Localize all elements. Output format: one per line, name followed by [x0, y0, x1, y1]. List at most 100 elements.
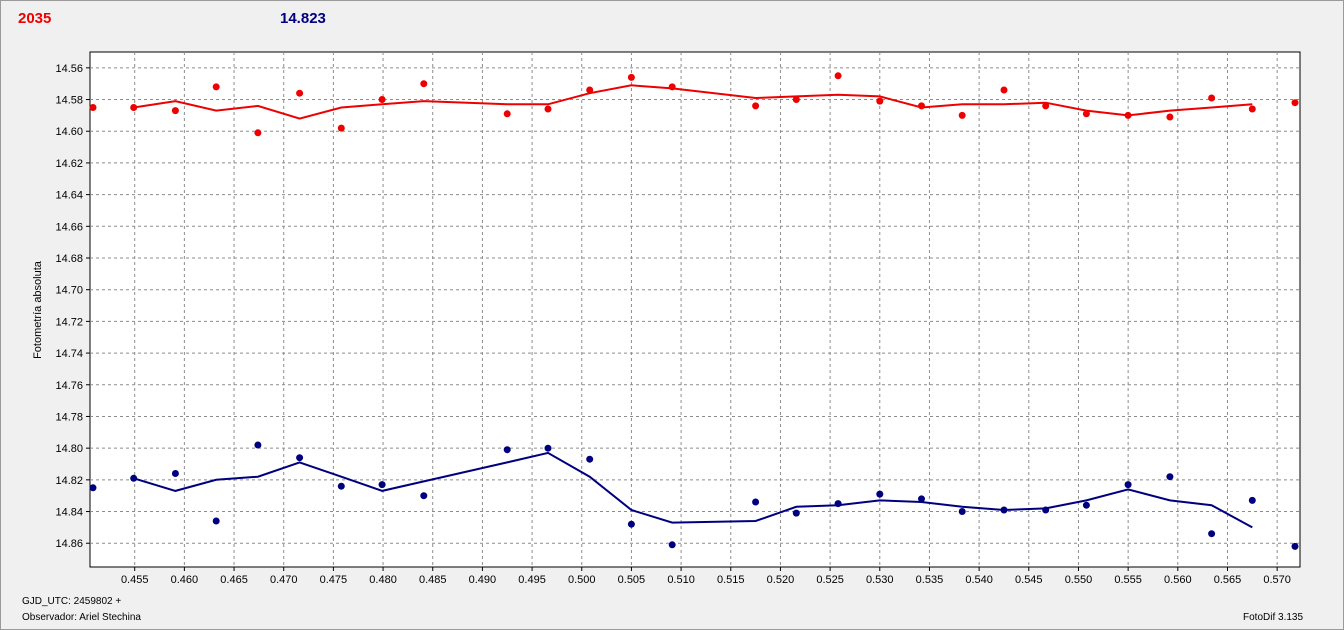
series-1-point: [918, 102, 925, 110]
x-tick-label: 0.510: [667, 574, 695, 586]
series-2-point: [1124, 481, 1132, 489]
series-1-point: [876, 97, 884, 105]
y-tick-label: 14.78: [55, 411, 83, 423]
x-tick-label: 0.565: [1214, 574, 1242, 586]
y-axis-ticks: 14.56 14.58 14.60 14.62 14.64 14.66 14.68 14.70…: [55, 63, 90, 550]
gjd-footer: GJD_UTC: 2459802 +: [22, 596, 122, 607]
x-tick-label: 0.485: [419, 574, 447, 586]
x-tick-label: 0.555: [1114, 574, 1142, 586]
series-2-point: [544, 444, 552, 452]
y-tick-label: 14.68: [55, 253, 83, 265]
series-1-point: [958, 111, 966, 119]
series-1-point: [1166, 113, 1174, 121]
x-tick-label: 0.490: [469, 574, 497, 586]
y-tick-label: 14.60: [55, 126, 83, 138]
series-2-point: [254, 441, 262, 449]
y-tick-label: 14.70: [55, 285, 83, 297]
x-tick-label: 0.560: [1164, 574, 1192, 586]
series-1-point: [834, 72, 842, 80]
y-tick-label: 14.66: [55, 221, 83, 233]
y-tick-label: 14.72: [55, 316, 83, 328]
y-tick-label: 14.84: [55, 507, 83, 519]
series-1-point: [1291, 99, 1299, 107]
series-1-point: [792, 96, 800, 103]
series-1-point: [752, 102, 760, 110]
series-2-point: [752, 498, 760, 506]
x-axis-ticks: 0.455 0.460 0.465 0.470 0.475 0.480 0.485 0.490…: [121, 567, 1291, 586]
series-1-point: [503, 110, 511, 118]
series-1-point: [254, 129, 262, 137]
series-2-point: [296, 454, 304, 462]
x-tick-label: 0.530: [866, 574, 894, 586]
series-2-point: [1248, 496, 1256, 504]
y-tick-label: 14.56: [55, 63, 83, 75]
y-tick-label: 14.74: [55, 348, 83, 360]
x-tick-label: 0.455: [121, 574, 149, 586]
version-footer: FotoDif 3.135: [1243, 612, 1304, 623]
y-tick-label: 14.80: [55, 443, 83, 455]
series-2-point: [958, 508, 966, 515]
series-2-point: [1000, 506, 1008, 514]
series-2-point: [1042, 506, 1050, 514]
x-tick-label: 0.525: [816, 574, 844, 586]
series-2-point: [89, 484, 97, 492]
x-tick-label: 0.460: [171, 574, 199, 586]
x-tick-label: 0.505: [618, 574, 646, 586]
y-tick-label: 14.58: [55, 95, 83, 107]
series-1-point: [1248, 105, 1256, 113]
series-1-point: [130, 104, 138, 111]
y-tick-label: 14.76: [55, 380, 83, 392]
x-tick-label: 0.500: [568, 574, 596, 586]
x-tick-label: 0.540: [965, 574, 993, 586]
x-tick-label: 0.475: [320, 574, 348, 586]
x-tick-label: 0.470: [270, 574, 298, 586]
series-2-point: [586, 455, 594, 463]
x-tick-label: 0.545: [1015, 574, 1043, 586]
y-tick-label: 14.82: [55, 475, 83, 487]
x-tick-label: 0.480: [369, 574, 397, 586]
x-tick-label: 0.520: [767, 574, 795, 586]
x-tick-label: 0.495: [518, 574, 546, 586]
series-2-point: [1291, 542, 1299, 550]
series-1-point: [586, 86, 594, 94]
y-tick-label: 14.62: [55, 158, 83, 170]
observer-footer: Observador: Ariel Stechina: [22, 612, 141, 623]
series-2-point: [834, 500, 842, 508]
series-2-point: [668, 541, 676, 549]
series-1-point: [296, 89, 304, 97]
x-tick-label: 0.535: [916, 574, 944, 586]
series-1-point: [1042, 102, 1050, 110]
series-2-point: [503, 446, 511, 454]
series-1-point: [544, 105, 552, 113]
series-2-point: [171, 470, 179, 477]
x-tick-label: 0.465: [220, 574, 248, 586]
series-2-point: [130, 474, 138, 482]
series-group: [89, 72, 1299, 550]
series-1-point: [89, 104, 97, 111]
series-2-point: [1082, 501, 1090, 509]
series-2-point: [378, 481, 386, 489]
series-1-point: [1000, 86, 1008, 94]
series-2-point: [627, 520, 635, 528]
series-2-point: [420, 492, 428, 500]
x-tick-label: 0.550: [1065, 574, 1093, 586]
series-1-point: [668, 83, 676, 91]
series-1-point: [627, 73, 635, 81]
red-series-label: 2035: [18, 10, 52, 27]
series-2-point: [337, 482, 345, 490]
series-1-point: [378, 96, 386, 103]
y-tick-label: 14.86: [55, 538, 83, 550]
series-2-line: [133, 451, 1253, 529]
grid-lines: [90, 52, 1300, 567]
series-1-point: [212, 83, 220, 91]
series-1-point: [171, 107, 179, 115]
series-2-point: [212, 517, 220, 525]
series-2-point: [1208, 530, 1216, 538]
series-1-point: [1082, 110, 1090, 118]
x-tick-label: 0.515: [717, 574, 745, 586]
series-1-line: [133, 84, 1253, 120]
series-2-point: [918, 495, 925, 503]
blue-series-label: 14.823: [280, 10, 326, 27]
y-axis-label: Fotometría absoluta: [32, 260, 44, 359]
